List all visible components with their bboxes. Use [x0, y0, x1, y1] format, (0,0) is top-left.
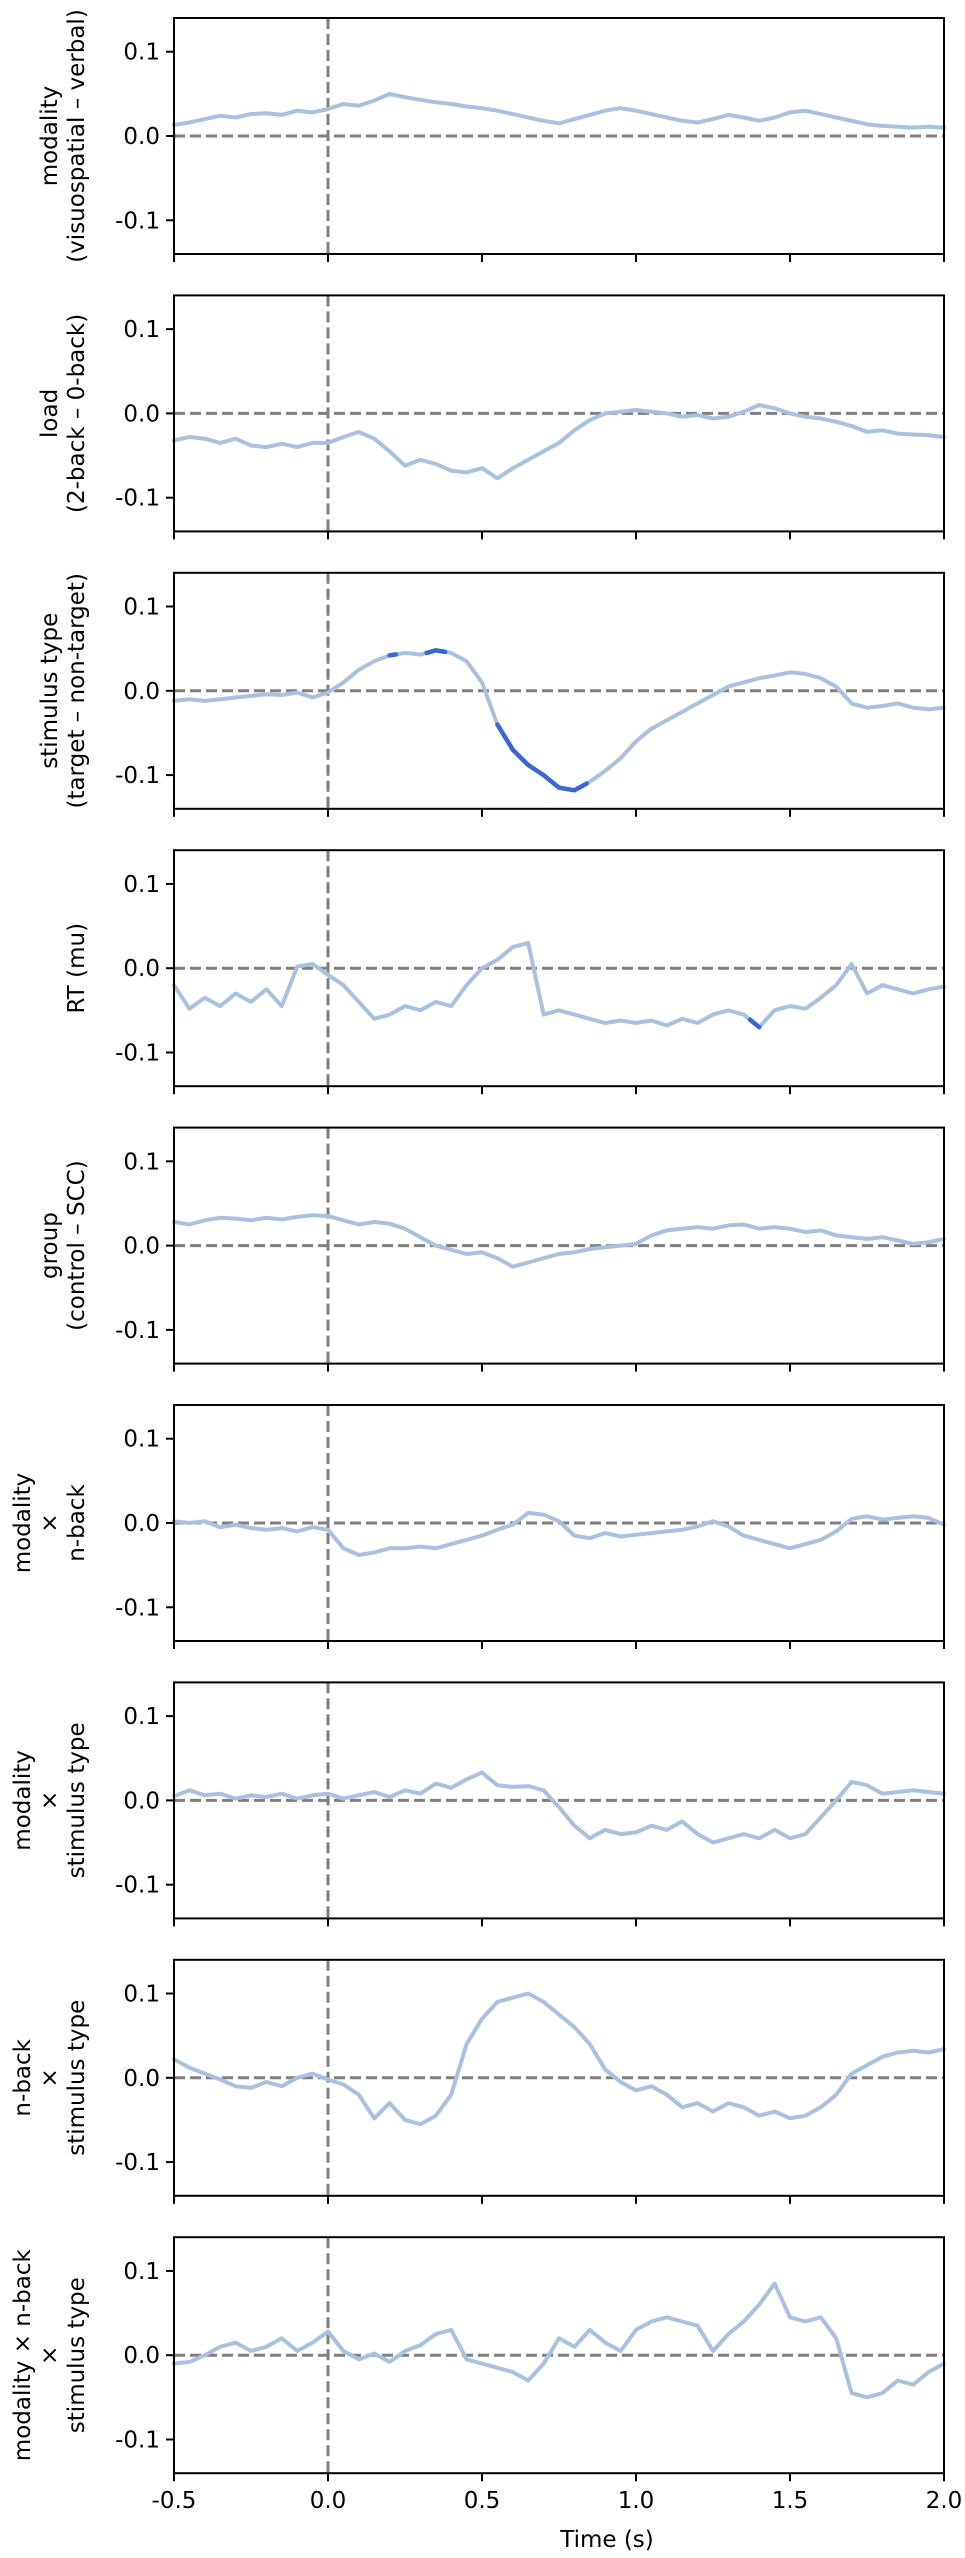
series-line — [172, 1213, 946, 1269]
panel-1: 0.1 0.0 -0.1 modality (visuospatial – verbal… — [37, 9, 946, 263]
y-axis-label-line: RT (mu) — [64, 923, 90, 1014]
series-line — [172, 1991, 946, 2127]
y-axis-label: modality × stimulus type — [10, 1722, 90, 1878]
y-tick-label: 0.0 — [123, 2066, 160, 2092]
y-tick-label: 0.0 — [123, 124, 160, 150]
y-axis-label-line: n-back — [10, 2038, 36, 2116]
significant-segment — [387, 652, 399, 658]
y-axis-label-line: modality — [37, 86, 63, 187]
x-tick-label: -0.5 — [152, 2488, 197, 2514]
series-line — [172, 2281, 946, 2400]
y-tick-label: 0.1 — [123, 1149, 160, 1175]
series-line — [172, 940, 946, 1030]
y-tick-label: -0.1 — [115, 208, 160, 234]
y-axis-label: RT (mu) — [64, 923, 90, 1014]
y-axis-label-line: (control – SCC) — [64, 1160, 90, 1331]
series-line — [172, 1770, 946, 1845]
y-axis-label-line: stimulus type — [64, 2000, 90, 2156]
y-axis-label-line: × — [37, 1791, 63, 1810]
y-axis-label: group (control – SCC) — [37, 1160, 90, 1331]
series-line — [172, 648, 946, 793]
y-axis-label-line: stimulus type — [64, 2277, 90, 2433]
panel-6: 0.1 0.0 -0.1 modality × n-back — [10, 1404, 946, 1649]
y-tick-label: 0.1 — [123, 1427, 160, 1453]
y-tick-label: 0.0 — [123, 679, 160, 705]
x-tick-label: 0.0 — [310, 2488, 347, 2514]
y-tick-label: 0.1 — [123, 1704, 160, 1730]
panel-3: 0.1 0.0 -0.1 stimulus type (target – non-tar… — [37, 571, 946, 817]
y-axis-label: modality (visuospatial – verbal) — [37, 9, 90, 263]
panel-4: 0.1 0.0 -0.1 RT (mu) — [64, 849, 946, 1095]
y-tick-label: 0.1 — [123, 317, 160, 343]
significant-segment — [424, 648, 448, 656]
series-line — [172, 1510, 946, 1557]
y-tick-label: -0.1 — [115, 1040, 160, 1066]
y-tick-label: -0.1 — [115, 1873, 160, 1899]
panel-5: 0.1 0.0 -0.1 group (control – SCC) — [37, 1126, 946, 1372]
y-tick-label: -0.1 — [115, 486, 160, 512]
y-tick-label: -0.1 — [115, 763, 160, 789]
panel-8: 0.1 0.0 -0.1 n-back × stimulus type — [10, 1958, 946, 2204]
y-tick-label: 0.0 — [123, 1788, 160, 1814]
y-tick-label: -0.1 — [115, 2427, 160, 2453]
y-axis-label-line: group — [37, 1212, 63, 1279]
series-line — [172, 403, 946, 481]
y-axis-label: modality × n-back — [10, 1473, 90, 1574]
panel-9: 0.1 0.0 -0.1 -0.5 0.0 0.5 1.0 1.5 2.0 modality × … — [10, 2236, 963, 2514]
y-axis-label-line: modality — [10, 1473, 36, 1574]
y-tick-label: 0.1 — [123, 2259, 160, 2285]
y-tick-label: 0.0 — [123, 956, 160, 982]
y-axis-label-line: (2-back – 0-back) — [64, 314, 90, 513]
significant-segment — [495, 722, 589, 793]
y-axis-label: stimulus type (target – non-target) — [37, 573, 90, 808]
y-axis-label: modality × n-back × stimulus type — [10, 2249, 90, 2462]
y-axis-label-line: × — [37, 1513, 63, 1532]
y-axis-label: n-back × stimulus type — [10, 2000, 90, 2156]
x-tick-label: 0.5 — [464, 2488, 501, 2514]
x-tick-label: 1.0 — [618, 2488, 655, 2514]
y-tick-label: 0.0 — [123, 1234, 160, 1260]
x-axis-label: Time (s) — [559, 2527, 654, 2553]
y-axis-label: load (2-back – 0-back) — [37, 314, 90, 513]
panel-7: 0.1 0.0 -0.1 modality × stimulus type — [10, 1681, 946, 1927]
y-axis-label-line: × — [37, 2068, 63, 2087]
y-tick-label: -0.1 — [115, 1318, 160, 1344]
series-line — [172, 91, 946, 130]
y-tick-label: 0.1 — [123, 595, 160, 621]
y-axis-label-line: (visuospatial – verbal) — [64, 9, 90, 263]
y-axis-label-line: modality — [10, 1750, 36, 1851]
y-tick-label: 0.1 — [123, 40, 160, 66]
y-axis-label-line: modality × n-back — [10, 2249, 36, 2462]
y-tick-label: -0.1 — [115, 2150, 160, 2176]
y-tick-label: 0.1 — [123, 1982, 160, 2008]
y-axis-label-line: stimulus type — [37, 613, 63, 769]
y-tick-label: 0.0 — [123, 1511, 160, 1537]
y-axis-label-line: × — [37, 2346, 63, 2365]
y-tick-label: 0.0 — [123, 401, 160, 427]
y-axis-label-line: (target – non-target) — [64, 573, 90, 808]
y-axis-label-line: n-back — [64, 1484, 90, 1562]
y-axis-label-line: stimulus type — [64, 1722, 90, 1878]
x-tick-label: 1.5 — [772, 2488, 809, 2514]
y-axis-label-line: load — [37, 389, 63, 438]
panel-2: 0.1 0.0 -0.1 load (2-back – 0-back) — [37, 294, 946, 540]
y-tick-label: 0.0 — [123, 2343, 160, 2369]
y-tick-label: 0.1 — [123, 872, 160, 898]
y-tick-label: -0.1 — [115, 1595, 160, 1621]
significant-segment — [747, 1017, 762, 1030]
x-tick-label: 2.0 — [926, 2488, 963, 2514]
